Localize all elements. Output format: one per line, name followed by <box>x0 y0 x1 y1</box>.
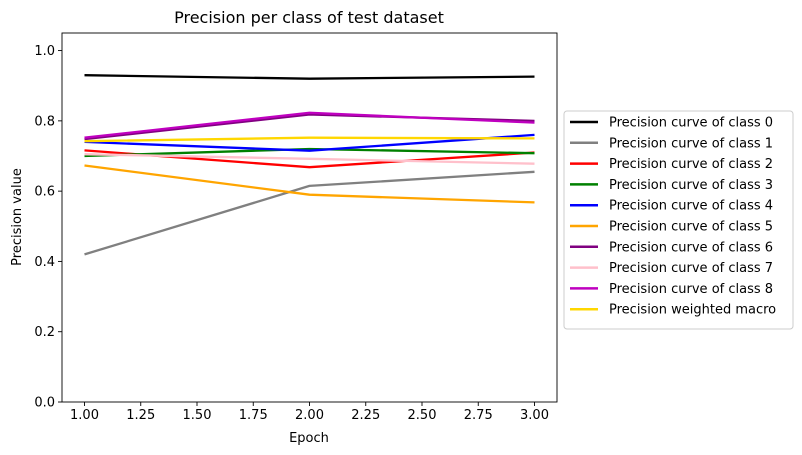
y-axis-label: Precision value <box>10 168 25 266</box>
series-line-0 <box>84 74 535 80</box>
series-line-1 <box>84 170 535 256</box>
plot-lines <box>84 74 535 256</box>
legend-label-9: Precision weighted macro <box>609 303 776 318</box>
legend-label-0: Precision curve of class 0 <box>609 116 773 131</box>
series-line-5 <box>84 164 535 204</box>
legend-label-6: Precision curve of class 6 <box>609 240 773 255</box>
x-tick-label: 2.75 <box>464 408 493 423</box>
x-axis-label: Epoch <box>289 431 329 446</box>
legend-label-1: Precision curve of class 1 <box>609 136 773 151</box>
x-tick-label: 1.75 <box>239 408 268 423</box>
series-line-6 <box>84 113 535 141</box>
y-axis-ticks: 0.0 0.2 0.4 0.6 0.8 1.0 <box>34 44 62 411</box>
plot-area-frame <box>61 32 558 403</box>
legend-label-5: Precision curve of class 5 <box>609 220 773 235</box>
legend-label-4: Precision curve of class 4 <box>609 199 773 214</box>
x-tick-label: 1.25 <box>126 408 155 423</box>
x-tick-label: 2.00 <box>295 408 324 423</box>
x-tick-label: 3.00 <box>520 408 549 423</box>
series-line-9 <box>84 136 535 143</box>
legend-label-3: Precision curve of class 3 <box>609 178 773 193</box>
y-tick-label: 0.6 <box>34 185 55 200</box>
legend-frame <box>563 110 794 330</box>
y-tick-label: 0.2 <box>34 325 55 340</box>
series-line-8 <box>84 111 535 139</box>
x-tick-label: 2.50 <box>408 408 437 423</box>
chart-legend: Precision curve of class 0 Precision curv… <box>563 110 794 330</box>
x-tick-label: 1.00 <box>70 408 99 423</box>
x-tick-label: 1.50 <box>183 408 212 423</box>
legend-label-7: Precision curve of class 7 <box>609 261 773 276</box>
y-tick-label: 0.8 <box>34 114 55 129</box>
chart-title: Precision per class of test dataset <box>174 8 444 27</box>
series-line-3 <box>84 147 535 158</box>
y-tick-label: 1.0 <box>34 44 55 59</box>
x-tick-label: 2.25 <box>351 408 380 423</box>
series-line-4 <box>84 133 535 152</box>
legend-label-2: Precision curve of class 2 <box>609 157 773 172</box>
series-line-7 <box>84 153 535 165</box>
y-tick-label: 0.4 <box>34 255 55 270</box>
x-axis-ticks: 1.00 1.25 1.50 1.75 2.00 2.25 2.50 2.75 3.00 <box>70 402 549 423</box>
legend-label-8: Precision curve of class 8 <box>609 282 773 297</box>
y-tick-label: 0.0 <box>34 396 55 411</box>
